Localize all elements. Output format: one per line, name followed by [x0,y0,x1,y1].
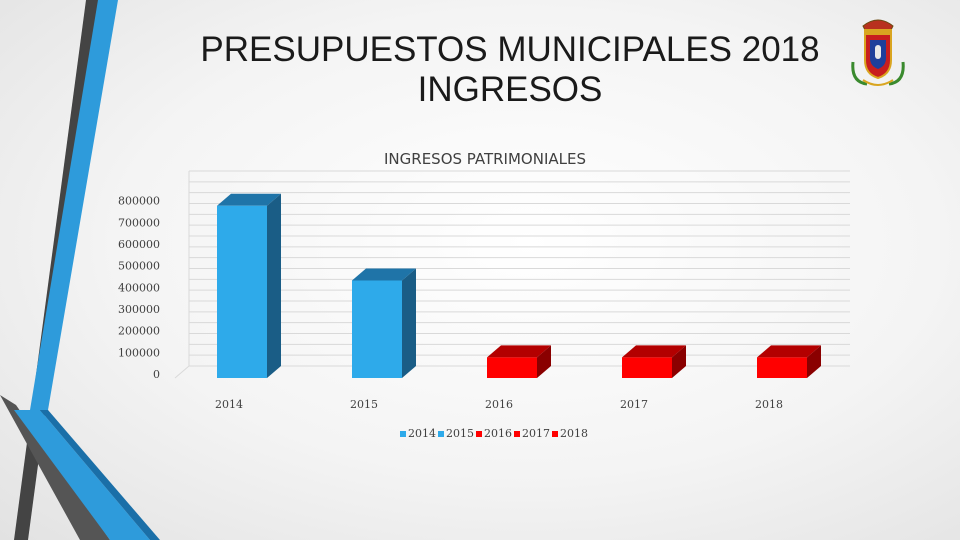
chart-legend: 2014 2015 2016 2017 2018 [0,427,960,440]
y-tick-label: 600000 [118,238,160,251]
legend-label: 2017 [522,427,550,440]
bar-top-2014 [217,193,281,206]
x-tick-label: 2017 [620,398,648,411]
x-tick-label: 2015 [350,398,378,411]
bar-side-2018 [807,345,821,378]
legend-label: 2018 [560,427,588,440]
bar-side-2017 [672,345,686,378]
bar-side-2014 [267,193,281,378]
bar-top-2017 [622,345,686,358]
floor-edge [174,365,190,379]
bar-side-2015 [402,268,416,378]
x-tick-label: 2018 [755,398,783,411]
accent-stripe-blue [30,0,118,410]
legend-swatch [400,430,406,437]
y-tick-label: 100000 [118,346,160,359]
bar-2015 [352,280,402,378]
legend-item: 2015 [438,427,474,440]
municipal-coat-of-arms-icon [851,19,905,86]
bar-top-2018 [757,345,821,358]
bar-top-2015 [352,268,416,281]
legend-swatch [438,430,444,437]
legend-swatch [552,430,558,437]
legend-item: 2014 [400,427,436,440]
accent-corner-shade [40,410,160,540]
legend-label: 2016 [484,427,512,440]
y-tick-label: 800000 [118,195,160,208]
y-tick-label: 700000 [118,216,160,229]
y-tick-label: 300000 [118,303,160,316]
y-axis-ticks: 0 100000 200000 300000 400000 500000 600000 700… [118,195,160,381]
slide-title-line-1: PRESUPUESTOS MUNICIPALES 2018 [200,30,820,69]
x-tick-label: 2014 [215,398,243,411]
chart-title: INGRESOS PATRIMONIALES [384,150,586,168]
y-tick-label: 200000 [118,325,160,338]
legend-item: 2016 [476,427,512,440]
bar-top-2016 [487,345,551,358]
slide-title-line-2: INGRESOS [417,70,603,109]
legend-swatch [514,430,520,437]
legend-swatch [476,430,482,437]
accent-corner-dark [0,395,110,540]
x-axis-ticks: 2014 2015 2016 2017 2018 [215,398,783,411]
x-tick-label: 2016 [485,398,513,411]
bar-side-2016 [537,345,551,378]
slide-title: PRESUPUESTOS MUNICIPALES 2018 INGRESOS [150,30,870,110]
bar-2016 [487,357,537,378]
legend-item: 2018 [552,427,588,440]
y-tick-label: 400000 [118,281,160,294]
chart-bars [217,193,821,378]
accent-corner-blue [14,410,150,540]
legend-label: 2014 [408,427,436,440]
y-tick-label: 500000 [118,260,160,273]
legend-item: 2017 [514,427,550,440]
y-tick-label: 0 [153,368,160,381]
bar-2017 [622,357,672,378]
legend-label: 2015 [446,427,474,440]
bar-2018 [757,357,807,378]
bar-2014 [217,205,267,378]
